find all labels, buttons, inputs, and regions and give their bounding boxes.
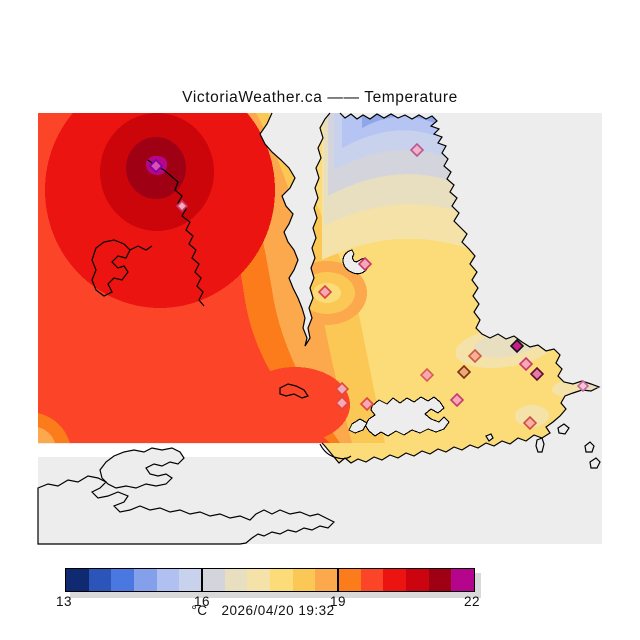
- colorbar-caption: °C 2026/04/20 19:32: [191, 603, 334, 618]
- colorbar-tick-16: [201, 569, 203, 591]
- colorbar-segment: [451, 569, 475, 591]
- coastlines: [91, 112, 601, 464]
- colorbar-segment: [338, 569, 361, 591]
- station-marker: [529, 366, 545, 382]
- station-marker: [148, 158, 164, 174]
- station-marker: [449, 392, 465, 408]
- station-marker: [317, 284, 333, 300]
- colorbar-segment: [428, 569, 452, 591]
- colorbar-segment: [247, 569, 271, 591]
- station-marker: [518, 356, 534, 372]
- station-marker: [522, 415, 538, 431]
- colorbar-segment: [179, 569, 203, 591]
- no-data-islands: [37, 423, 601, 545]
- colorbar-segment: [88, 569, 112, 591]
- station-marker: [357, 256, 373, 272]
- colorbar-datetime: 2026/04/20 19:32: [221, 603, 335, 618]
- colorbar-segment: [315, 569, 339, 591]
- station-markers: [148, 142, 590, 431]
- station-marker: [409, 142, 425, 158]
- colorbar-label-19: 19: [329, 594, 347, 609]
- station-marker: [456, 364, 472, 380]
- station-marker: [576, 379, 590, 393]
- islet-outline: [279, 383, 309, 399]
- colorbar-segment: [156, 569, 180, 591]
- colorbar-label-13: 13: [55, 594, 73, 609]
- colorbar-segment: [66, 569, 89, 591]
- colorbar-segment: [202, 569, 225, 591]
- colorbar-tick-19: [337, 569, 339, 591]
- colorbar-unit: °C: [191, 603, 208, 618]
- water-no-data-overlays: [260, 113, 450, 437]
- station-marker: [419, 367, 435, 383]
- map-title: VictoriaWeather.ca —— Temperature: [182, 89, 458, 106]
- sooke-inlet-coast: [147, 159, 205, 307]
- station-marker: [334, 381, 350, 397]
- station-marker: [175, 199, 189, 213]
- colorbar: [65, 568, 475, 592]
- colorbar-segment: [383, 569, 407, 591]
- colorbar-segment: [406, 569, 429, 591]
- east-sooke-coast: [91, 239, 131, 297]
- colorbar-segment: [224, 569, 248, 591]
- station-marker: [359, 396, 375, 412]
- colorbar-segment: [111, 569, 135, 591]
- colorbar-segment: [134, 569, 157, 591]
- saanich-inlet-water: [260, 113, 330, 346]
- colorbar-segment: [360, 569, 384, 591]
- colorbar-label-22: 22: [463, 594, 481, 609]
- colorbar-segment: [292, 569, 316, 591]
- colorbar-segment: [270, 569, 293, 591]
- station-marker: [334, 395, 350, 411]
- victoria-harbour-water: [364, 396, 450, 437]
- esquimalt-harbour-water: [348, 418, 368, 434]
- colorbar-label-16: 16: [193, 594, 211, 609]
- station-marker: [467, 348, 483, 364]
- station-marker: [509, 338, 525, 354]
